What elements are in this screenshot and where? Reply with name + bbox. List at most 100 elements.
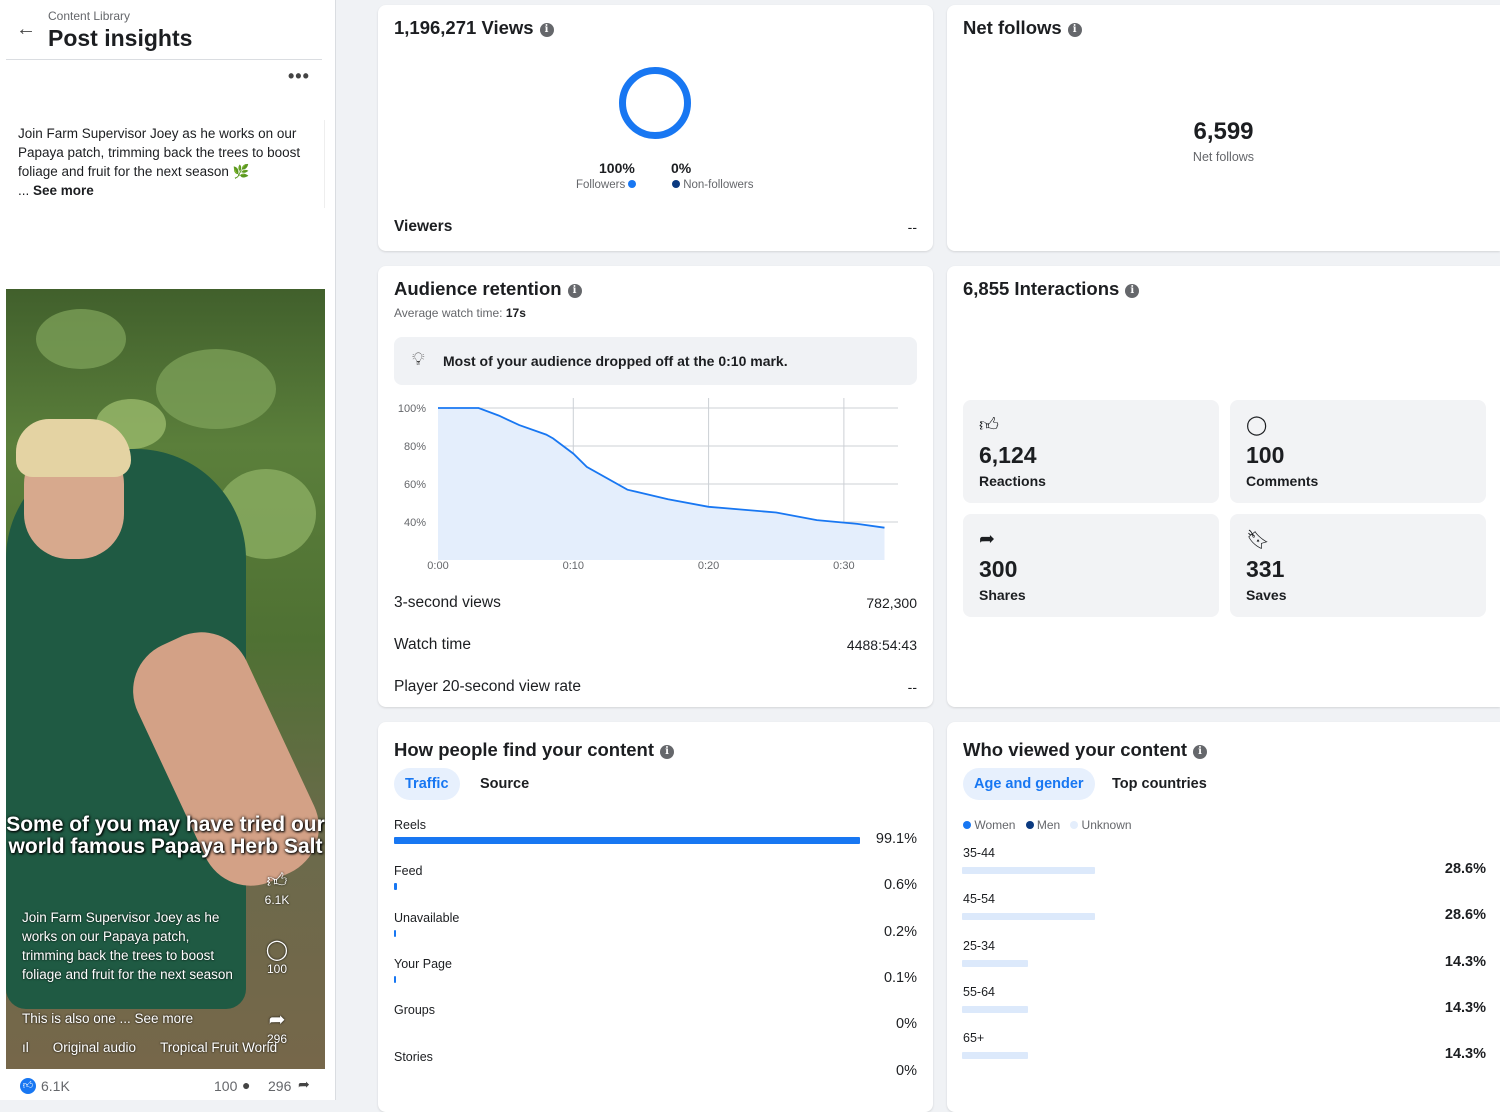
traffic-value: 0.1%	[883, 969, 917, 986]
chart-x-tick: 0:20	[698, 560, 719, 572]
gender-legend: Women Men Unknown	[963, 818, 1132, 832]
traffic-value: 0%	[896, 1016, 917, 1033]
watch-time-value: 4488:54:43	[846, 637, 917, 653]
like-icon: 👍︎	[20, 1078, 36, 1094]
interactions-title-text: 6,855 Interactions	[963, 278, 1120, 299]
person-hair	[16, 419, 131, 477]
see-more-link[interactable]: See more	[33, 183, 94, 198]
thumbs-up-icon: 👍︎	[266, 870, 288, 892]
tip-text: Most of your audience dropped off at the…	[443, 353, 788, 369]
info-icon[interactable]: i	[1193, 745, 1208, 759]
panel-header: ← Content Library Post insights	[6, 0, 322, 60]
shares-label: Shares	[979, 587, 1026, 603]
traffic-label: Unavailable	[394, 910, 460, 925]
info-icon[interactable]: i	[567, 284, 582, 298]
share-icon: ➦	[979, 529, 995, 550]
see-more-prefix: ...	[18, 183, 34, 198]
tab-traffic[interactable]: Traffic	[394, 768, 460, 800]
info-icon[interactable]: i	[1067, 23, 1082, 37]
video-comment[interactable]: ◯ 100	[252, 937, 302, 976]
saves-label: Saves	[1246, 587, 1287, 603]
comment-icon: ◯	[1246, 415, 1268, 436]
retention-card: Audience retention i Average watch time: …	[378, 266, 933, 707]
discovery-title-text: How people find your content	[394, 739, 655, 760]
audience-title-text: Who viewed your content	[963, 739, 1188, 760]
reactions-label: Reactions	[979, 473, 1046, 489]
followers-donut	[619, 67, 691, 139]
page-title: Post insights	[48, 25, 193, 51]
audience-card: Who viewed your content i Age and gender …	[947, 722, 1500, 1112]
tab-top-countries[interactable]: Top countries	[1112, 776, 1207, 792]
chart-series-line	[438, 407, 885, 529]
traffic-bar	[394, 883, 397, 891]
video-share[interactable]: ➦ 296	[252, 1007, 302, 1046]
chart-y-tick: 80%	[404, 441, 426, 453]
chart-y-tick: 100%	[398, 403, 426, 415]
reactions-value: 6,124	[979, 442, 1037, 468]
comment-icon: ●	[242, 1077, 251, 1093]
footer-comments: 100	[214, 1078, 238, 1094]
comment-icon: ◯	[265, 939, 289, 961]
followers-dot	[628, 180, 637, 188]
avg-watch-value: 17s	[505, 306, 526, 320]
traffic-label: Groups	[394, 1003, 435, 1018]
net-follows-value: 6,599	[1193, 118, 1254, 145]
age-value: 14.3%	[1444, 1046, 1486, 1063]
video-description: Join Farm Supervisor Joey as he works on…	[22, 910, 233, 982]
retention-title-text: Audience retention	[394, 278, 562, 299]
net-follows-label: Net follows	[1192, 150, 1255, 164]
retention-title: Audience retention i	[394, 278, 582, 300]
followers-label: Followers	[576, 179, 626, 191]
views-title-text: 1,196,271 Views	[394, 17, 534, 38]
comments-value: 100	[1246, 442, 1285, 468]
legend-men: Men	[1036, 818, 1061, 832]
traffic-label: Stories	[394, 1049, 433, 1064]
post-description-text: Join Farm Supervisor Joey as he works on…	[18, 126, 301, 179]
traffic-value: 99.1%	[875, 831, 917, 847]
comments-label: Comments	[1246, 473, 1319, 489]
chart-x-tick: 0:10	[563, 560, 584, 572]
share-icon: ➦	[298, 1076, 310, 1092]
legend-dot-women	[963, 821, 971, 829]
back-arrow-icon[interactable]: ←	[16, 18, 36, 40]
net-follows-card: Net follows i 6,599 Net follows	[947, 5, 1500, 251]
post-stats-footer: 👍︎ 6.1K 100 ● 296 ➦	[6, 1072, 325, 1100]
net-follows-title: Net follows i	[963, 17, 1082, 39]
views-card: 1,196,271 Views i 100% Followers 0% Non-f…	[378, 5, 933, 251]
followers-legend: Followers	[576, 179, 637, 191]
discovery-card: How people find your content i Traffic So…	[378, 722, 933, 1112]
age-value: 28.6%	[1444, 907, 1486, 924]
footer-shares: 296	[268, 1078, 292, 1094]
tab-age-gender[interactable]: Age and gender	[963, 768, 1095, 800]
info-icon[interactable]: i	[539, 23, 554, 37]
account-name: Tropical Fruit World	[160, 1040, 278, 1055]
age-label: 65+	[963, 1031, 985, 1046]
video-see-more[interactable]: This is also one ... See more	[22, 1011, 194, 1026]
info-icon[interactable]: i	[1125, 284, 1140, 298]
tab-source[interactable]: Source	[480, 776, 530, 792]
avg-watch-label: Average watch time:	[394, 306, 503, 320]
age-label: 55-64	[963, 984, 995, 999]
shares-tile: ➦ 300 Shares	[963, 514, 1219, 617]
watch-time-label: Watch time	[394, 636, 471, 653]
age-bar	[962, 867, 1095, 874]
video-preview[interactable]: Some of you may have tried our world fam…	[6, 289, 325, 1069]
video-caption: Some of you may have tried our world fam…	[6, 813, 325, 858]
info-icon[interactable]: i	[660, 745, 675, 759]
traffic-bar	[394, 975, 396, 983]
lightbulb-icon: 💡︎	[412, 349, 425, 369]
three-second-views-value: 782,300	[866, 595, 917, 611]
interactions-title: 6,855 Interactions i	[963, 278, 1140, 300]
legend-women: Women	[974, 818, 1016, 832]
followers-pct: 100%	[599, 160, 635, 176]
age-bar	[962, 959, 1029, 967]
age-value: 14.3%	[1444, 999, 1486, 1016]
chart-x-tick: 0:30	[833, 560, 854, 572]
more-options-icon[interactable]: •••	[288, 66, 310, 86]
video-like[interactable]: 👍︎ 6.1K	[252, 869, 302, 907]
breadcrumb[interactable]: Content Library	[48, 9, 131, 23]
age-bar	[962, 1052, 1029, 1060]
viewers-value: --	[907, 219, 917, 235]
legend-dot-men	[1025, 821, 1034, 829]
comments-tile: ◯ 100 Comments	[1230, 400, 1486, 503]
